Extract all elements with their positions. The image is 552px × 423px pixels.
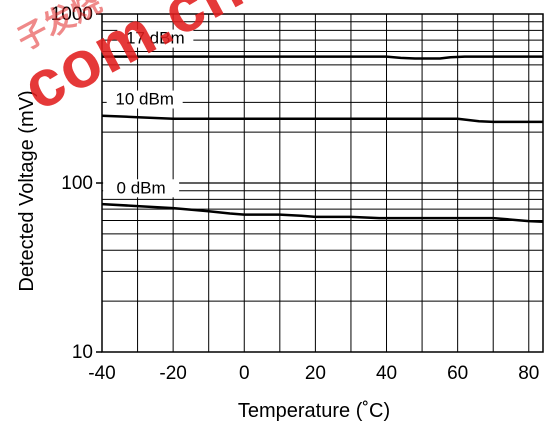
x-tick-label: -20 [159,363,186,384]
series-line [101,114,543,124]
x-tick-label: 20 [305,363,326,384]
x-tick-label: 40 [376,363,397,384]
series-label: 0 dBm [117,178,166,197]
series-label-background [103,179,180,198]
y-tick-label: 1000 [51,4,93,25]
chart-grid [96,13,544,353]
x-tick-label: 80 [518,363,539,384]
x-axis-label: Temperature (˚C) [238,400,390,422]
x-tick-labels: -40 -20 0 20 40 60 80 [88,363,539,384]
series-label: 17 dBm [126,29,185,48]
series-line [102,55,543,60]
x-tick-label: 60 [447,363,468,384]
y-tick-labels: 10 100 1000 [51,4,93,363]
series-labels: 17 dBm 10 dBm 0 dBm [103,29,194,198]
x-tick-label: -40 [88,363,115,384]
x-tick-label: 0 [239,363,250,384]
y-axis-label: Detected Voltage (mV) [16,90,38,291]
chart-series [101,55,544,223]
y-tick-label: 10 [72,342,93,363]
series-label-background [117,29,194,48]
series-label-background [106,90,183,109]
series-line [101,202,544,223]
series-label: 10 dBm [115,90,174,109]
y-tick-label: 100 [61,173,93,194]
